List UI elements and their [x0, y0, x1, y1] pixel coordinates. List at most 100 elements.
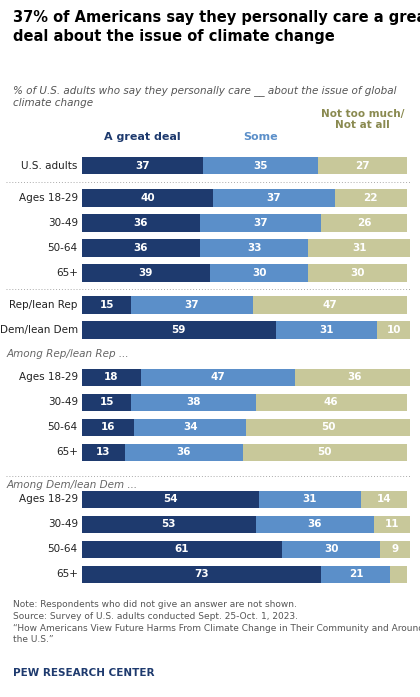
Text: PEW RESEARCH CENTER: PEW RESEARCH CENTER: [13, 668, 154, 678]
Text: 15: 15: [100, 397, 114, 407]
Text: 13: 13: [96, 447, 110, 457]
Text: 65+: 65+: [56, 569, 78, 579]
Bar: [82, 491, 259, 508]
Text: 37: 37: [135, 160, 150, 171]
Text: 50: 50: [321, 422, 335, 432]
Bar: [82, 321, 276, 339]
Text: A great deal: A great deal: [104, 132, 181, 142]
Text: 50-64: 50-64: [48, 544, 78, 554]
Text: 47: 47: [322, 300, 337, 310]
Text: 16: 16: [101, 422, 116, 432]
Bar: [295, 369, 413, 386]
Text: 22: 22: [363, 193, 378, 203]
Bar: [374, 516, 410, 533]
Text: 53: 53: [162, 519, 176, 529]
Text: 30: 30: [252, 268, 266, 278]
Bar: [82, 189, 213, 207]
Text: % of U.S. adults who say they personally care __ about the issue of global
clima: % of U.S. adults who say they personally…: [13, 85, 396, 108]
Bar: [82, 516, 256, 533]
Text: 27: 27: [355, 160, 370, 171]
Bar: [82, 418, 134, 436]
Bar: [256, 516, 374, 533]
Text: 14: 14: [376, 494, 391, 505]
Bar: [308, 264, 407, 282]
Text: 36: 36: [134, 243, 148, 253]
Text: Dem/lean Dem: Dem/lean Dem: [0, 325, 78, 335]
Bar: [377, 321, 410, 339]
Text: 36: 36: [347, 372, 362, 383]
Bar: [361, 491, 407, 508]
Bar: [213, 189, 335, 207]
Text: 30-49: 30-49: [48, 519, 78, 529]
Bar: [82, 239, 200, 256]
Text: 30: 30: [324, 544, 339, 554]
Text: Not too much/
Not at all: Not too much/ Not at all: [321, 109, 404, 130]
Text: 30-49: 30-49: [48, 218, 78, 228]
Bar: [82, 264, 210, 282]
Bar: [282, 541, 381, 558]
Text: 21: 21: [349, 569, 363, 579]
Bar: [82, 565, 321, 583]
Text: 37: 37: [253, 218, 268, 228]
Bar: [381, 541, 410, 558]
Text: 35: 35: [254, 160, 268, 171]
Text: Ages 18-29: Ages 18-29: [18, 193, 78, 203]
Text: Rep/lean Rep: Rep/lean Rep: [9, 300, 78, 310]
Text: 30-49: 30-49: [48, 397, 78, 407]
Bar: [390, 565, 407, 583]
Text: 61: 61: [175, 544, 189, 554]
Bar: [321, 214, 407, 232]
Text: 50: 50: [318, 447, 332, 457]
Bar: [203, 157, 318, 174]
Text: Some: Some: [244, 132, 278, 142]
Text: 31: 31: [319, 325, 333, 335]
Text: 18: 18: [104, 372, 119, 383]
Bar: [335, 189, 407, 207]
Text: 34: 34: [183, 422, 197, 432]
Text: 65+: 65+: [56, 268, 78, 278]
Text: 10: 10: [386, 325, 401, 335]
Text: 30: 30: [350, 268, 365, 278]
Bar: [134, 418, 246, 436]
Text: 54: 54: [163, 494, 178, 505]
Text: Note: Respondents who did not give an answer are not shown.
Source: Survey of U.: Note: Respondents who did not give an an…: [13, 600, 420, 645]
Text: 73: 73: [194, 569, 209, 579]
Text: Ages 18-29: Ages 18-29: [18, 494, 78, 505]
Bar: [131, 394, 256, 411]
Bar: [131, 296, 252, 314]
Text: 36: 36: [134, 218, 148, 228]
Text: 11: 11: [385, 519, 399, 529]
Text: 36: 36: [176, 447, 191, 457]
Text: 50-64: 50-64: [48, 422, 78, 432]
Text: Ages 18-29: Ages 18-29: [18, 372, 78, 383]
Text: 15: 15: [100, 300, 114, 310]
Bar: [321, 565, 390, 583]
Text: 9: 9: [392, 544, 399, 554]
Text: 47: 47: [211, 372, 226, 383]
Text: 59: 59: [172, 325, 186, 335]
Text: Among Dem/lean Dem ...: Among Dem/lean Dem ...: [6, 480, 137, 490]
Text: 39: 39: [139, 268, 153, 278]
Text: 37% of Americans say they personally care a great
deal about the issue of climat: 37% of Americans say they personally car…: [13, 10, 420, 44]
Bar: [210, 264, 308, 282]
Bar: [243, 443, 407, 461]
Bar: [200, 239, 308, 256]
Bar: [82, 443, 125, 461]
Text: 40: 40: [140, 193, 155, 203]
Bar: [125, 443, 243, 461]
Bar: [276, 321, 377, 339]
Text: Among Rep/lean Rep ...: Among Rep/lean Rep ...: [6, 348, 129, 359]
Text: 46: 46: [324, 397, 339, 407]
Text: 36: 36: [307, 519, 322, 529]
Bar: [259, 491, 361, 508]
Bar: [82, 214, 200, 232]
Bar: [82, 541, 282, 558]
Text: 37: 37: [184, 300, 199, 310]
Bar: [82, 296, 131, 314]
Bar: [246, 418, 410, 436]
Bar: [252, 296, 407, 314]
Text: 50-64: 50-64: [48, 243, 78, 253]
Text: 37: 37: [267, 193, 281, 203]
Text: 31: 31: [352, 243, 366, 253]
Bar: [82, 369, 141, 386]
